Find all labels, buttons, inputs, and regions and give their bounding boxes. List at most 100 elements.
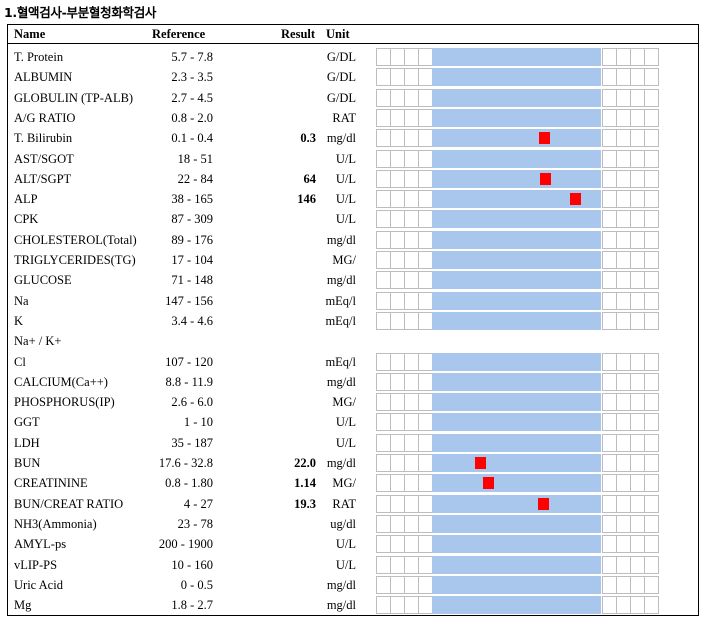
range-bar: [376, 454, 659, 472]
table-row: GLOBULIN (TP-ALB) 2.7 - 4.5 G/DL: [8, 88, 698, 108]
range-cell: [376, 169, 391, 188]
range-cell: [602, 251, 617, 269]
range-cell: [616, 251, 631, 269]
range-cell: [616, 108, 631, 127]
range-cell: [418, 88, 433, 107]
table-row: Uric Acid 0 - 0.5 mg/dl: [8, 575, 698, 595]
range-cell: [390, 210, 405, 229]
range-cell: [644, 352, 659, 371]
range-cell: [644, 149, 659, 168]
range-cell: [602, 169, 617, 188]
reference-range: 5.7 - 7.8: [171, 50, 213, 64]
reference-range: 2.6 - 6.0: [171, 395, 213, 410]
range-cell: [630, 433, 645, 452]
range-cell: [630, 251, 645, 269]
header-reference: Reference: [152, 27, 206, 41]
normal-range-band: [432, 251, 601, 269]
result-value: 19.3: [294, 496, 316, 511]
range-cell: [390, 88, 405, 107]
normal-range-band: [432, 514, 601, 533]
range-cell: [390, 596, 405, 615]
range-cell: [630, 474, 645, 493]
header-divider: [8, 43, 698, 44]
normal-range-band: [432, 108, 601, 127]
unit: mEq/l: [325, 293, 356, 308]
reference-range: 89 - 176: [171, 232, 213, 247]
range-cell: [404, 555, 419, 574]
test-name: TRIGLYCERIDES(TG): [14, 253, 136, 267]
range-cell: [418, 291, 433, 310]
range-bar: [376, 514, 659, 533]
table-row: BUN/CREAT RATIO 4 - 27 19.3 RAT: [8, 494, 698, 514]
reference-range: 18 - 51: [177, 151, 213, 166]
range-cell: [630, 413, 645, 432]
result-value: 64: [303, 171, 317, 186]
range-cell: [616, 88, 631, 107]
range-cell: [418, 68, 433, 87]
range-cell: [602, 210, 617, 229]
range-cell: [602, 575, 617, 594]
range-cell: [418, 393, 433, 412]
range-cell: [376, 352, 391, 371]
test-name: ALP: [14, 192, 38, 207]
range-cell: [644, 68, 659, 87]
range-cell: [616, 474, 631, 493]
range-cell: [418, 596, 433, 615]
range-cell: [630, 129, 645, 148]
range-cell: [630, 190, 645, 209]
range-cell: [616, 149, 631, 168]
range-cell: [602, 454, 617, 472]
result-marker: [540, 172, 552, 185]
normal-range-band: [432, 291, 601, 310]
range-bar: [376, 291, 659, 310]
range-cell: [644, 413, 659, 432]
reference-range: 3.4 - 4.6: [171, 313, 213, 328]
range-cell: [404, 413, 419, 432]
range-cell: [630, 230, 645, 249]
range-cell: [418, 514, 433, 533]
range-cell: [376, 433, 391, 452]
range-cell: [376, 372, 391, 391]
unit: U/L: [335, 415, 356, 430]
reference-range: 35 - 187: [171, 435, 213, 450]
normal-range-band: [432, 190, 601, 209]
unit: mEq/l: [325, 354, 356, 369]
range-cell: [644, 88, 659, 107]
range-cell: [644, 596, 659, 615]
range-cell: [630, 88, 645, 107]
result-marker: [474, 457, 486, 469]
normal-range-band: [432, 474, 601, 493]
range-cell: [630, 555, 645, 574]
unit: MG/: [332, 476, 356, 491]
range-cell: [404, 230, 419, 249]
range-cell: [390, 494, 405, 513]
range-bar: [376, 169, 659, 188]
range-cell: [404, 251, 419, 269]
table-row: AST/SGOT 18 - 51 U/L: [8, 149, 698, 169]
range-cell: [390, 169, 405, 188]
normal-range-band: [432, 271, 601, 290]
unit: mg/dl: [326, 577, 356, 592]
reference-range: 38 - 165: [171, 192, 213, 207]
range-bar: [376, 230, 659, 249]
range-cell: [404, 48, 419, 66]
table-row: TRIGLYCERIDES(TG) 17 - 104 MG/: [8, 250, 698, 270]
range-cell: [418, 129, 433, 148]
normal-range-band: [432, 494, 601, 513]
range-cell: [404, 271, 419, 290]
result-value: 1.14: [294, 476, 316, 491]
range-cell: [644, 251, 659, 269]
range-cell: [644, 48, 659, 66]
range-cell: [404, 372, 419, 391]
range-cell: [602, 494, 617, 513]
unit: mEq/l: [325, 313, 356, 328]
range-cell: [418, 454, 433, 472]
range-cell: [376, 413, 391, 432]
range-cell: [390, 413, 405, 432]
range-cell: [376, 271, 391, 290]
range-cell: [418, 352, 433, 371]
range-cell: [418, 555, 433, 574]
test-name: BUN: [14, 456, 41, 470]
test-name: Cl: [14, 354, 26, 369]
range-cell: [404, 190, 419, 209]
